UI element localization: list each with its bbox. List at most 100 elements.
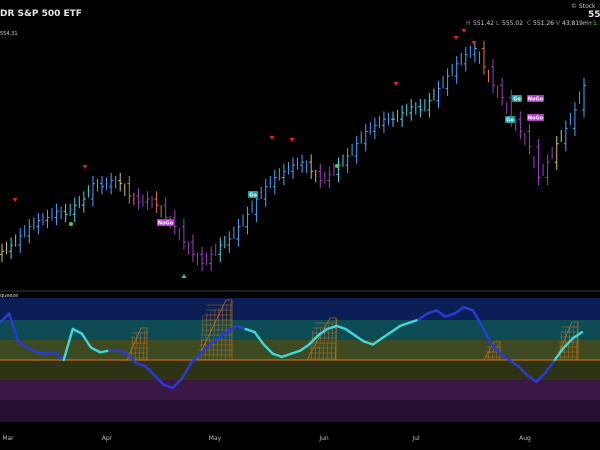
dot-marker: [335, 164, 339, 168]
ohlc-value-v: 43.819m: [562, 20, 589, 27]
oscillator-segment: [62, 327, 74, 362]
oscillator-segment: [226, 324, 238, 334]
oscillator-segment: [480, 324, 493, 346]
oscillator-segment: [198, 343, 211, 355]
signal-badge: [157, 219, 174, 226]
oscillator-segment: [453, 306, 465, 315]
ohlc-readout: H 551.42 L 555.02 C 551.26 V 43.819m +1.: [466, 20, 599, 27]
down-triangle-marker: [289, 138, 295, 142]
oscillator-line: [0, 306, 584, 390]
signal-badge: [512, 95, 522, 102]
oscillator-segment: [126, 352, 138, 365]
oscillator-segment: [362, 340, 375, 346]
signal-badge: [527, 95, 544, 102]
x-tick-label: Mar: [2, 435, 14, 442]
oscillator-segment: [426, 309, 438, 315]
squeeze-vline: [318, 326, 322, 361]
price-tag: 554.31: [0, 31, 18, 37]
price-panel: [0, 40, 586, 272]
oscillator-segment: [207, 337, 220, 346]
down-triangle-marker: [12, 198, 18, 202]
squeeze-vline: [314, 328, 318, 361]
ohlc-value-h: 551.42: [473, 20, 494, 27]
oscillator-segment: [571, 330, 584, 340]
oscillator-segment: [80, 332, 93, 349]
oscillator-segment: [408, 318, 420, 324]
oscillator-segment: [307, 334, 320, 346]
squeeze-vline: [216, 307, 220, 361]
squeeze-outline: [126, 327, 148, 361]
ohlc-value-l: 555.02: [502, 20, 523, 27]
down-triangle-marker: [393, 82, 399, 86]
oscillator-segment: [389, 324, 402, 334]
oscillator-segment: [16, 340, 29, 349]
oscillator-segment: [489, 343, 502, 355]
oscillator-segment: [135, 361, 147, 368]
oscillator-segment: [7, 312, 20, 343]
squeeze-vline: [487, 347, 491, 361]
oscillator-segment: [317, 327, 329, 337]
dot-marker: [69, 222, 73, 226]
oscillator-segment: [280, 352, 293, 359]
x-axis: Mar Apr May Jun Jul Aug: [2, 435, 531, 442]
squeeze-vline: [134, 333, 138, 361]
down-triangle-marker: [471, 41, 477, 45]
up-triangle-marker: [181, 274, 187, 278]
oscillator-segment: [353, 334, 365, 343]
oscillator-segment: [98, 349, 111, 354]
signal-markers: NoGo Go Go NoGo Go NoGo: [12, 29, 544, 278]
signal-badge: [505, 116, 515, 123]
down-triangle-marker: [269, 136, 275, 140]
x-tick-label: May: [209, 435, 222, 442]
lower-panel-label: queeze: [0, 293, 18, 299]
signal-badge-label: Go: [506, 118, 514, 124]
squeeze-outline: [483, 341, 501, 361]
squeeze-vline: [130, 335, 134, 361]
oscillator-segment: [398, 321, 411, 328]
signal-badge-label: Go: [513, 97, 521, 103]
squeeze-vline: [220, 305, 224, 361]
oscillator-segment: [144, 365, 156, 377]
down-triangle-marker: [461, 29, 467, 33]
ohlc-label-l: L: [496, 20, 500, 27]
oscillator-segment: [0, 312, 11, 324]
oscillator-segment: [371, 337, 384, 346]
oscillator-segment: [26, 346, 38, 354]
price-badge: 55: [588, 10, 600, 20]
x-tick-label: Aug: [519, 435, 531, 442]
oscillator-segment: [153, 374, 165, 386]
squeeze-vline: [142, 329, 146, 361]
oscillator-segment: [35, 351, 47, 355]
x-tick-label: Jul: [411, 435, 420, 442]
oscillator-segment: [71, 327, 84, 335]
ohlc-label-h: H: [466, 20, 471, 27]
oscillator-segment: [444, 312, 456, 318]
ohlc-label-c: C: [527, 20, 531, 27]
down-triangle-marker: [82, 165, 88, 169]
ohlc-label-v: V: [556, 20, 561, 27]
oscillator-segment: [544, 358, 556, 374]
brand-label: © Stock: [571, 3, 596, 10]
oscillator-segment: [553, 346, 566, 362]
x-tick-label: Apr: [102, 435, 113, 442]
squeeze-vline: [138, 331, 142, 361]
signal-badge-label: Go: [249, 193, 257, 199]
oscillator-segment: [44, 351, 56, 355]
oscillator-segment: [508, 358, 520, 368]
oscillator-segment: [53, 351, 65, 362]
oscillator-segment: [289, 349, 302, 355]
ohlc-value-c: 551.26: [533, 20, 554, 27]
oscillator-segment: [298, 343, 311, 352]
squeeze-vline: [575, 322, 579, 361]
squeeze-vline: [212, 309, 216, 361]
oscillator-segment: [435, 309, 447, 318]
oscillator-segment: [462, 306, 475, 312]
oscillator-segment: [262, 343, 275, 355]
oscillator-segment: [517, 365, 529, 377]
oscillator-segment: [235, 324, 247, 331]
signal-badge: [248, 191, 258, 198]
oscillator-segment: [217, 330, 229, 340]
squeeze-vline: [563, 328, 567, 361]
oscillator-segment: [471, 309, 484, 328]
